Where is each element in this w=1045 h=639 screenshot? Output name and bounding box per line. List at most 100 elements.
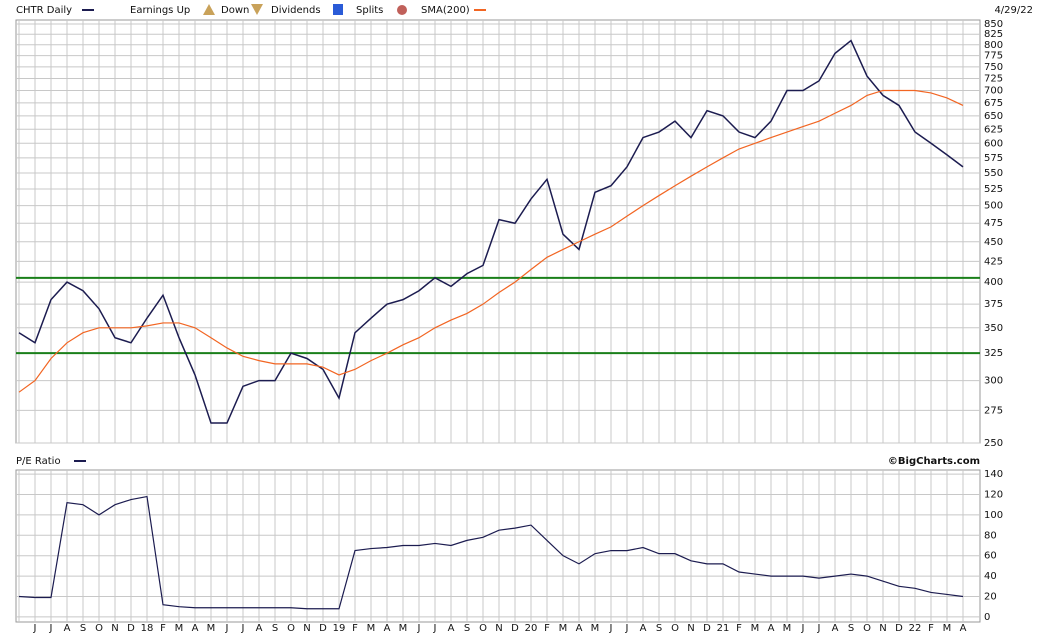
series-line [18, 495, 964, 610]
x-tick-label: J [33, 623, 37, 634]
y-tick-label: 400 [984, 277, 1003, 288]
x-tick-label: A [448, 623, 455, 634]
x-tick-label: 18 [141, 623, 154, 634]
y-tick-label: 425 [984, 256, 1003, 267]
x-tick-label: M [751, 623, 760, 634]
y-tick-label: 120 [984, 489, 1003, 500]
x-tick-label: D [319, 623, 327, 634]
y-tick-label: 575 [984, 153, 1003, 164]
x-tick-label: A [192, 623, 199, 634]
x-tick-label: 20 [525, 623, 538, 634]
x-tick-label: N [687, 623, 694, 634]
x-tick-label: A [960, 623, 967, 634]
x-tick-label: M [591, 623, 600, 634]
x-tick-label: F [736, 623, 742, 634]
legend-entry: Dividends [271, 5, 321, 16]
x-tick-label: M [399, 623, 408, 634]
y-tick-label: 525 [984, 184, 1003, 195]
y-tick-label: 550 [984, 168, 1003, 179]
x-tick-label: O [863, 623, 871, 634]
x-tick-label: J [817, 623, 821, 634]
y-tick-label: 475 [984, 218, 1003, 229]
x-tick-label: N [303, 623, 310, 634]
x-tick-label: D [511, 623, 519, 634]
legend-entry: CHTR Daily [16, 5, 72, 16]
x-tick-label: A [640, 623, 647, 634]
y-tick-label: 725 [984, 73, 1003, 84]
x-tick-label: M [367, 623, 376, 634]
x-tick-label: M [783, 623, 792, 634]
y-tick-label: 0 [984, 612, 990, 623]
legend-icon [251, 4, 263, 15]
y-tick-label: 600 [984, 138, 1003, 149]
x-tick-label: J [225, 623, 229, 634]
x-tick-label: J [241, 623, 245, 634]
y-tick-label: 60 [984, 551, 997, 562]
x-tick-label: N [111, 623, 118, 634]
y-tick-label: 750 [984, 62, 1003, 73]
y-tick-label: 80 [984, 530, 997, 541]
y-tick-label: 775 [984, 51, 1003, 62]
y-tick-label: 650 [984, 111, 1003, 122]
x-tick-label: O [671, 623, 679, 634]
legend-icon [203, 4, 215, 15]
x-tick-label: M [559, 623, 568, 634]
x-tick-label: S [464, 623, 470, 634]
y-tick-label: 20 [984, 591, 997, 602]
x-tick-label: J [417, 623, 421, 634]
y-tick-label: 800 [984, 40, 1003, 51]
x-tick-label: S [272, 623, 278, 634]
y-tick-label: 700 [984, 85, 1003, 96]
x-tick-label: M [207, 623, 216, 634]
y-tick-label: 825 [984, 29, 1003, 40]
legend-entry: Earnings Up [130, 5, 190, 16]
y-tick-label: 40 [984, 571, 997, 582]
x-tick-label: 21 [717, 623, 730, 634]
x-tick-label: A [832, 623, 839, 634]
legend-entry: P/E Ratio [16, 456, 61, 467]
y-tick-label: 325 [984, 348, 1003, 359]
y-tick-label: 500 [984, 201, 1003, 212]
x-tick-label: J [49, 623, 53, 634]
x-tick-label: A [576, 623, 583, 634]
x-tick-label: A [64, 623, 71, 634]
x-tick-label: M [943, 623, 952, 634]
y-tick-label: 275 [984, 405, 1003, 416]
x-tick-label: A [256, 623, 263, 634]
source-label: ©BigCharts.com [888, 456, 980, 467]
series-line [18, 89, 964, 393]
y-tick-label: 625 [984, 124, 1003, 135]
y-tick-label: 300 [984, 376, 1003, 387]
x-tick-label: F [544, 623, 550, 634]
y-tick-label: 850 [984, 19, 1003, 30]
y-tick-label: 450 [984, 237, 1003, 248]
series-line [18, 39, 964, 424]
x-tick-label: S [656, 623, 662, 634]
x-tick-label: A [384, 623, 391, 634]
x-tick-label: N [495, 623, 502, 634]
x-tick-label: 19 [333, 623, 346, 634]
y-tick-label: 100 [984, 510, 1003, 521]
x-tick-label: J [433, 623, 437, 634]
y-tick-label: 250 [984, 438, 1003, 449]
x-tick-label: O [479, 623, 487, 634]
legend-entry: Splits [356, 5, 383, 16]
legend-icon [333, 4, 343, 15]
x-tick-label: D [895, 623, 903, 634]
legend-entry: Down [221, 5, 249, 16]
x-tick-label: O [287, 623, 295, 634]
x-tick-label: D [127, 623, 135, 634]
x-tick-label: F [928, 623, 934, 634]
x-tick-label: 22 [909, 623, 922, 634]
x-tick-label: S [848, 623, 854, 634]
x-tick-label: S [80, 623, 86, 634]
x-tick-label: J [625, 623, 629, 634]
y-tick-label: 350 [984, 323, 1003, 334]
x-tick-label: D [703, 623, 711, 634]
x-tick-label: F [160, 623, 166, 634]
x-tick-label: J [801, 623, 805, 634]
x-tick-label: A [768, 623, 775, 634]
x-tick-label: M [175, 623, 184, 634]
x-tick-label: N [879, 623, 886, 634]
